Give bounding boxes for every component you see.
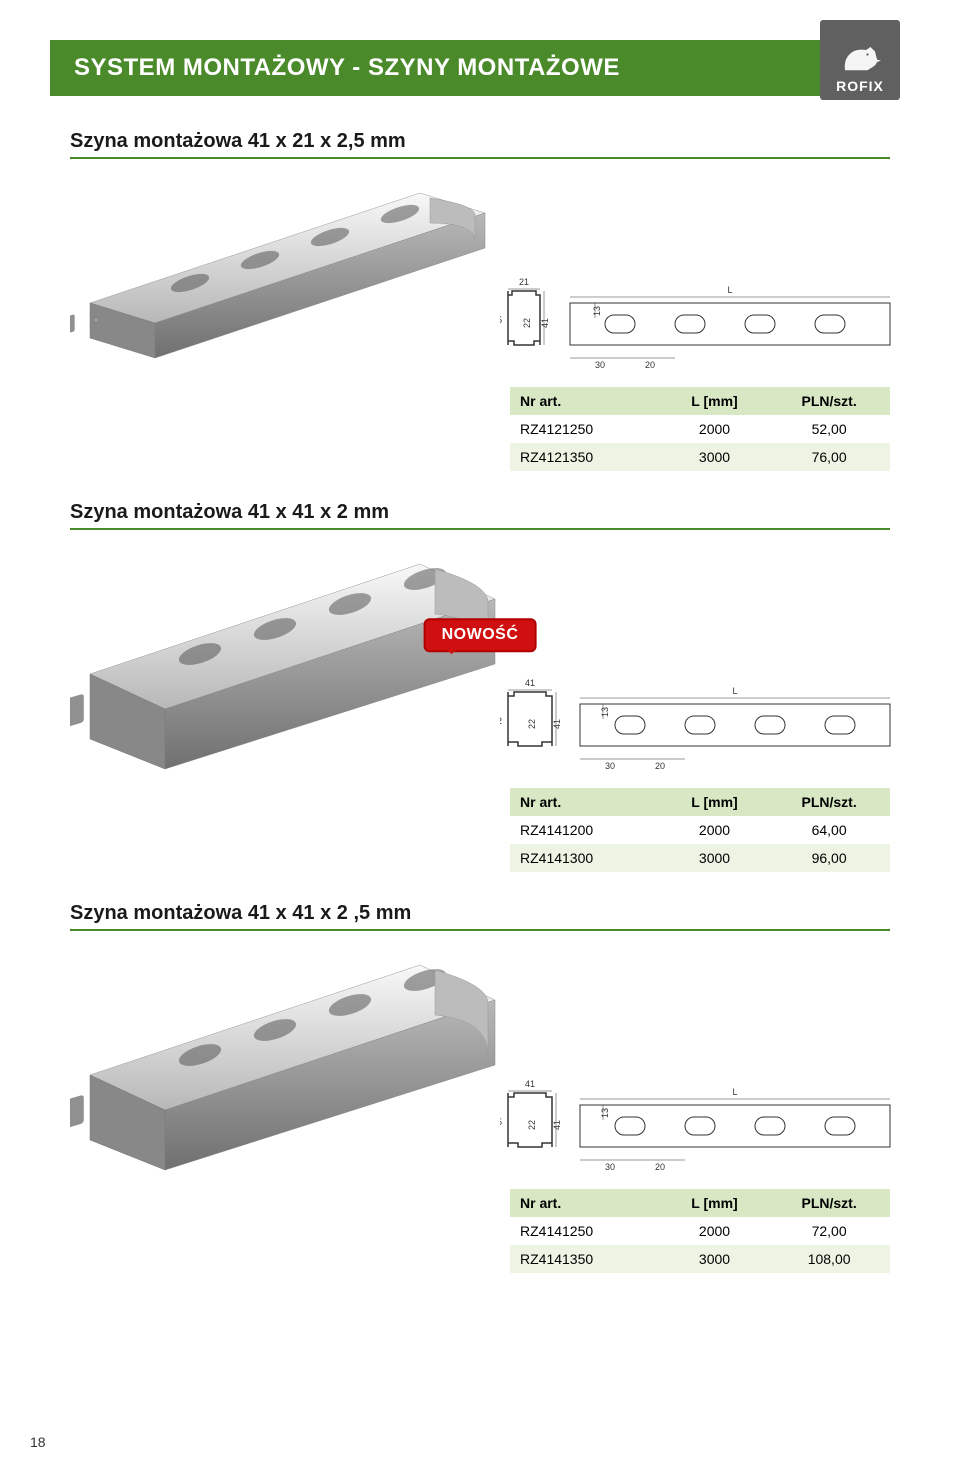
th-l: L [mm] [661,788,768,816]
table-row: RZ4141250 2000 72,00 [510,1217,890,1245]
svg-text:L: L [732,686,737,696]
rail-render-1 [70,173,500,373]
svg-text:20: 20 [655,1162,665,1172]
section-title: Szyna montażowa 41 x 41 x 2 mm [70,501,890,530]
product-section-3: Szyna montażowa 41 x 41 x 2 ,5 mm 41 [70,902,890,1273]
svg-text:2,5: 2,5 [500,315,502,325]
brand-name: ROFIX [836,78,884,94]
rail-render-2 [70,544,500,774]
product-section-1: Szyna montażowa 41 x 21 x 2,5 mm [70,130,890,471]
table-row: RZ4141300 3000 96,00 [510,844,890,872]
th-nr: Nr art. [510,788,661,816]
th-nr: Nr art. [510,387,661,415]
table-row: RZ4141350 3000 108,00 [510,1245,890,1273]
svg-text:2,5: 2,5 [500,1117,502,1127]
page-header: SYSTEM MONTAŻOWY - SZYNY MONTAŻOWE [50,40,900,96]
svg-text:22: 22 [522,318,532,328]
rail-render-3 [70,945,500,1175]
th-nr: Nr art. [510,1189,661,1217]
rhino-icon [837,44,883,74]
section-title: Szyna montażowa 41 x 21 x 2,5 mm [70,130,890,159]
table-row: RZ4121250 2000 52,00 [510,415,890,443]
svg-text:20: 20 [645,360,655,370]
brand-logo: ROFIX [820,20,900,100]
svg-text:22: 22 [527,719,537,729]
svg-text:30: 30 [595,360,605,370]
svg-text:41: 41 [525,1079,535,1089]
product-table-1: Nr art. L [mm] PLN/szt. RZ4121250 2000 5… [510,387,890,471]
svg-text:20: 20 [655,761,665,771]
svg-text:13: 13 [592,306,602,316]
th-price: PLN/szt. [768,788,890,816]
new-badge-label: NOWOŚĆ [424,618,537,652]
th-l: L [mm] [661,387,768,415]
table-row: RZ4141200 2000 64,00 [510,816,890,844]
svg-text:41: 41 [552,1120,562,1130]
svg-text:41: 41 [552,719,562,729]
th-price: PLN/szt. [768,387,890,415]
table-row: RZ4121350 3000 76,00 [510,443,890,471]
svg-text:30: 30 [605,1162,615,1172]
product-table-3: Nr art. L [mm] PLN/szt. RZ4141250 2000 7… [510,1189,890,1273]
svg-text:41: 41 [540,318,550,328]
svg-text:L: L [727,285,732,295]
tech-drawing-2: 41 2 22 41 L 13 30 [500,674,900,774]
svg-text:2: 2 [500,716,502,726]
svg-text:L: L [732,1087,737,1097]
svg-text:13: 13 [600,707,610,717]
svg-text:30: 30 [605,761,615,771]
product-table-2: Nr art. L [mm] PLN/szt. RZ4141200 2000 6… [510,788,890,872]
section-title: Szyna montażowa 41 x 41 x 2 ,5 mm [70,902,890,931]
svg-text:13: 13 [600,1108,610,1118]
svg-text:22: 22 [527,1120,537,1130]
new-badge: NOWOŚĆ [424,618,537,652]
svg-text:41: 41 [525,678,535,688]
product-section-2: Szyna montażowa 41 x 41 x 2 mm NOWOŚĆ [70,501,890,872]
svg-text:21: 21 [519,277,529,287]
tech-drawing-3: 41 2,5 22 41 L 13 3 [500,1075,900,1175]
tech-drawing-1: 21 2,5 22 41 L 13 [500,273,900,373]
page-header-title: SYSTEM MONTAŻOWY - SZYNY MONTAŻOWE [74,54,620,82]
th-price: PLN/szt. [768,1189,890,1217]
th-l: L [mm] [661,1189,768,1217]
page-number: 18 [30,1434,46,1450]
